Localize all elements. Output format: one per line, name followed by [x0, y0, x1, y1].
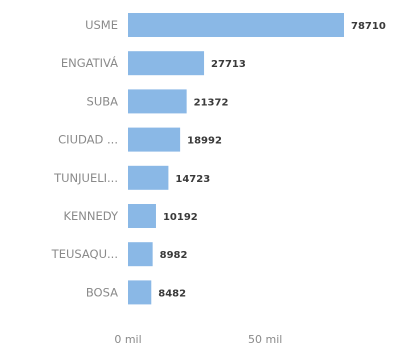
bar-1 [128, 51, 205, 76]
category-labels: USME ENGATIVÁ SUBA CIUDAD ... TUNJUELI... KEN… [51, 18, 119, 299]
bar-0 [128, 13, 344, 37]
x-tick-label: 50 mil [248, 333, 282, 346]
value-label: 10192 [163, 212, 198, 223]
category-label: ENGATIVÁ [61, 55, 118, 70]
category-label: TEUSAQU... [51, 247, 118, 261]
bars [128, 13, 344, 305]
value-label: 14723 [175, 174, 210, 185]
bar-5 [128, 204, 156, 228]
value-label: 78710 [351, 21, 386, 32]
x-axis-ticks: 0 mil 50 mil [114, 333, 282, 346]
category-label: SUBA [87, 94, 119, 108]
category-label: CIUDAD ... [58, 133, 118, 147]
category-label: USME [85, 18, 118, 32]
bar-3 [128, 127, 181, 152]
value-label: 8482 [158, 288, 186, 299]
category-label: TUNJUELI... [53, 171, 118, 185]
value-label: 21372 [194, 97, 229, 108]
value-label: 27713 [211, 59, 246, 70]
value-labels: 78710 27713 21372 18992 14723 10192 8982 8482 [158, 21, 386, 299]
bar-6 [128, 242, 153, 267]
bar-4 [128, 165, 169, 190]
bar-2 [128, 89, 187, 114]
bar-7 [128, 280, 152, 305]
category-label: KENNEDY [63, 209, 119, 223]
x-tick-label: 0 mil [114, 333, 141, 346]
value-label: 18992 [187, 136, 222, 147]
category-label: BOSA [86, 285, 118, 299]
value-label: 8982 [160, 250, 188, 261]
